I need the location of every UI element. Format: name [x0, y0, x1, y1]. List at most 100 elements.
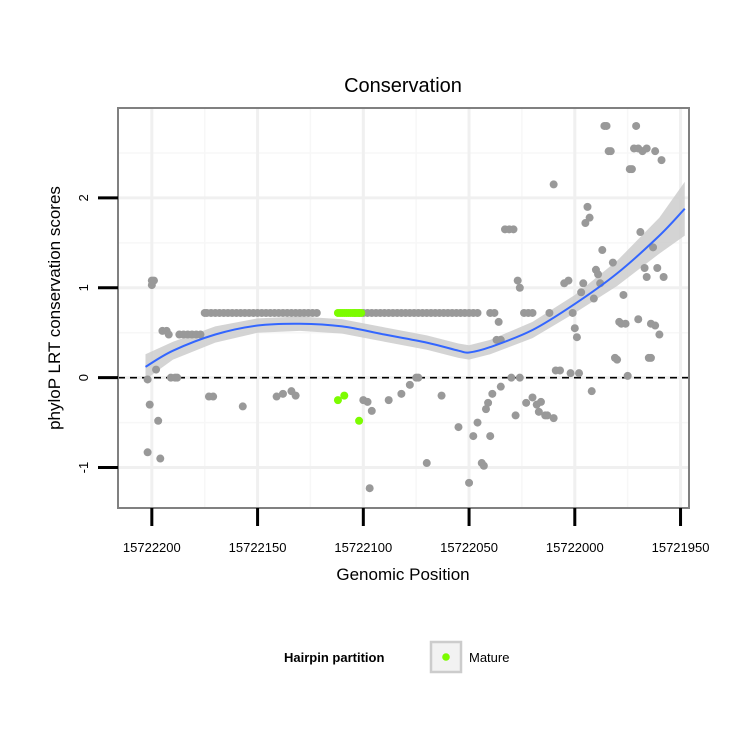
- data-point: [564, 276, 573, 285]
- data-point: [511, 411, 520, 420]
- data-point: [156, 454, 165, 463]
- data-point: [515, 283, 524, 292]
- data-point: [209, 392, 218, 401]
- data-point: [149, 276, 158, 285]
- data-point: [494, 317, 503, 326]
- data-point: [653, 264, 662, 272]
- data-point: [581, 219, 590, 228]
- data-point: [528, 308, 537, 317]
- data-point: [549, 414, 558, 423]
- data-point: [649, 243, 658, 252]
- legend-title: Hairpin partition: [284, 650, 384, 665]
- data-point: [365, 484, 374, 493]
- data-point: [437, 391, 446, 400]
- plot-panel: [117, 107, 690, 509]
- x-axis-label: Genomic Position: [336, 565, 469, 584]
- data-point: [598, 246, 607, 255]
- data-point: [619, 290, 628, 299]
- data-point: [659, 272, 668, 281]
- data-point: [454, 423, 463, 432]
- data-point: [640, 264, 649, 272]
- data-point: [164, 330, 173, 339]
- data-point: [291, 391, 300, 400]
- data-point: [405, 380, 414, 389]
- data-point: [651, 147, 660, 156]
- data-point: [367, 406, 376, 415]
- data-point: [651, 321, 660, 330]
- y-tick-label: 0: [76, 374, 91, 381]
- data-point: [646, 353, 655, 362]
- panel-border: [117, 107, 690, 509]
- data-point: [589, 294, 598, 303]
- data-point: [363, 397, 372, 406]
- data-point: [549, 180, 558, 189]
- data-point: [621, 319, 630, 328]
- data-point: [397, 389, 406, 398]
- confidence-band: [145, 181, 685, 380]
- legend-key-mature-dot: [442, 653, 450, 661]
- data-point: [507, 373, 516, 382]
- data-point: [196, 330, 205, 339]
- data-point: [572, 333, 581, 342]
- y-axis: -1 0 1 2: [76, 194, 118, 473]
- mature-point: [355, 416, 364, 425]
- data-point: [534, 407, 543, 416]
- data-point: [238, 402, 247, 411]
- data-point: [152, 365, 161, 374]
- data-point: [606, 147, 615, 156]
- data-point: [642, 272, 651, 281]
- data-point: [566, 369, 575, 378]
- mature-point: [340, 391, 349, 400]
- confidence-band-area: [145, 181, 685, 380]
- data-point: [555, 366, 564, 375]
- data-point: [465, 478, 474, 487]
- smooth-line: [144, 207, 686, 368]
- mature-point: [333, 396, 342, 405]
- data-point: [515, 373, 524, 382]
- data-point: [488, 389, 497, 398]
- data-point: [528, 393, 537, 402]
- data-point: [272, 392, 281, 401]
- data-point: [422, 459, 431, 468]
- data-point: [579, 279, 588, 288]
- data-point: [583, 202, 592, 211]
- chart-title: Conservation: [344, 75, 462, 97]
- points-mature: [333, 308, 366, 425]
- data-point: [636, 228, 645, 237]
- x-tick-label: 15722100: [334, 540, 392, 555]
- data-point: [608, 258, 617, 267]
- data-point: [384, 396, 393, 405]
- data-point: [143, 448, 152, 457]
- data-point: [602, 121, 611, 130]
- data-point: [496, 382, 505, 391]
- data-point: [473, 418, 482, 427]
- y-tick-label: 2: [76, 194, 91, 201]
- data-point: [632, 121, 641, 130]
- y-tick-label: 1: [76, 284, 91, 291]
- data-point: [509, 225, 518, 234]
- data-point: [143, 375, 152, 384]
- data-point: [522, 398, 531, 407]
- x-tick-label: 15722150: [229, 540, 287, 555]
- y-axis-label: phyloP LRT conservation scores: [45, 186, 64, 430]
- data-point: [594, 270, 603, 279]
- data-point: [570, 324, 579, 333]
- data-point: [481, 405, 490, 414]
- data-point: [627, 165, 636, 174]
- legend-label-mature: Mature: [469, 650, 509, 665]
- data-point: [568, 308, 577, 317]
- data-point: [490, 308, 499, 317]
- x-tick-label: 15721950: [652, 540, 710, 555]
- data-point: [657, 156, 666, 165]
- data-point: [536, 397, 545, 406]
- x-tick-label: 15722050: [440, 540, 498, 555]
- data-point: [473, 308, 482, 317]
- data-point: [484, 398, 493, 407]
- y-tick-label: -1: [76, 462, 91, 474]
- data-point: [414, 373, 423, 382]
- data-point: [312, 308, 321, 317]
- data-point: [154, 416, 163, 425]
- data-point: [469, 432, 478, 441]
- mature-point: [357, 308, 366, 317]
